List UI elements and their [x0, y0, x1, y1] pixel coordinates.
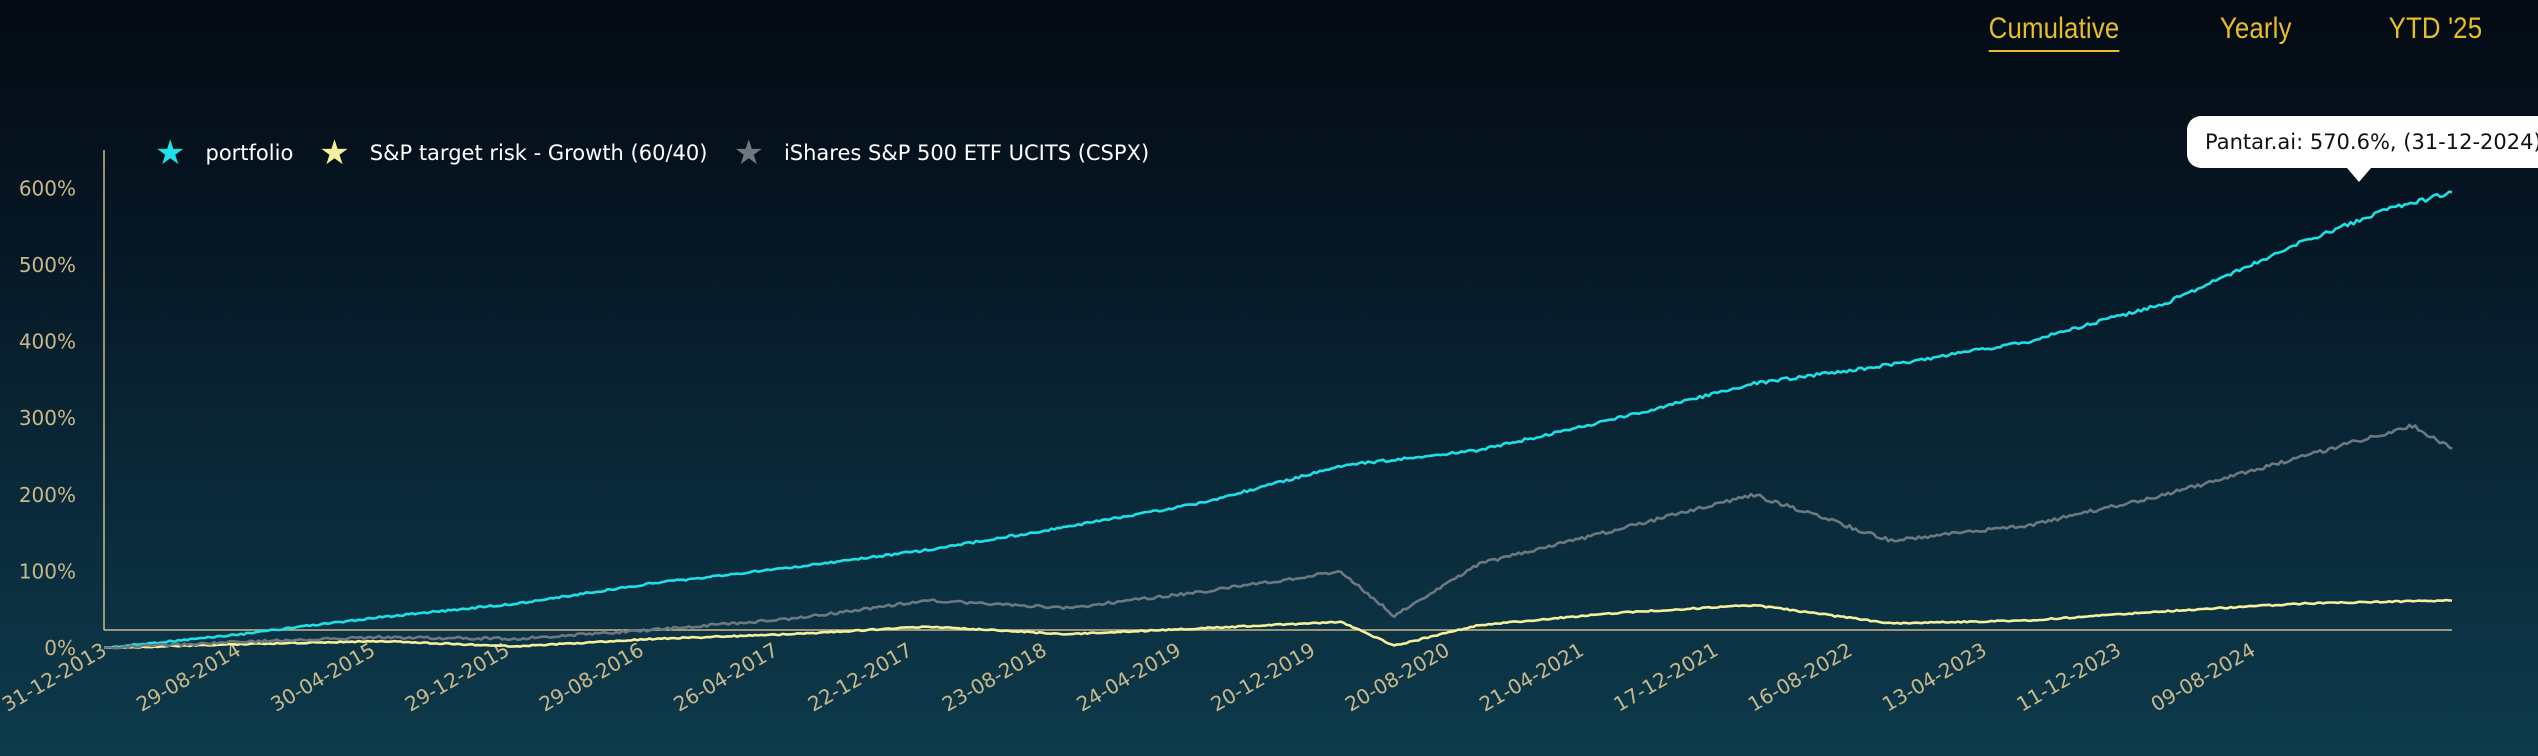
star-icon: ★	[319, 133, 350, 173]
y-tick-label: 0%	[44, 636, 76, 660]
series-line-2	[103, 423, 2453, 650]
star-icon: ★	[155, 133, 186, 173]
legend-item-benchmark[interactable]: ★ S&P target risk - Growth (60/40)	[319, 136, 707, 170]
y-tick-label: 100%	[19, 559, 76, 583]
x-tick-label: 11-12-2023	[2012, 638, 2125, 717]
x-tick-label: 29-08-2014	[132, 638, 245, 717]
view-tabs: Cumulative Yearly YTD '25	[1978, 12, 2490, 52]
legend-label: S&P target risk - Growth (60/40)	[369, 141, 708, 165]
x-tick-label: 29-08-2016	[535, 638, 648, 717]
series-line-0	[103, 190, 2453, 650]
x-tick-label: 13-04-2023	[1878, 638, 1991, 717]
x-tick-label: 16-08-2022	[1744, 638, 1857, 717]
x-tick-label: 26-04-2017	[669, 638, 782, 717]
x-tick-label: 21-04-2021	[1475, 638, 1588, 717]
x-tick-label: 22-12-2017	[804, 638, 917, 717]
x-tick-label: 29-12-2015	[401, 638, 514, 717]
tab-cumulative[interactable]: Cumulative	[1988, 12, 2120, 52]
x-tick-label: 09-08-2024	[2147, 638, 2260, 717]
legend-item-cspx[interactable]: ★ iShares S&P 500 ETF UCITS (CSPX)	[733, 136, 1149, 170]
chart-legend: ★ portfolio ★ S&P target risk - Growth (…	[155, 136, 1175, 170]
y-tick-label: 300%	[19, 406, 76, 430]
x-tick-label: 20-12-2019	[1207, 638, 1320, 717]
hover-tooltip: Pantar.ai: 570.6%, (31-12-2024)	[2187, 116, 2538, 182]
y-tick-label: 500%	[19, 253, 76, 277]
star-icon: ★	[733, 133, 764, 173]
legend-label: portfolio	[205, 141, 294, 165]
tab-yearly[interactable]: Yearly	[2219, 12, 2292, 45]
x-tick-label: 23-08-2018	[938, 638, 1051, 717]
legend-label: iShares S&P 500 ETF UCITS (CSPX)	[783, 141, 1150, 165]
x-tick-label: 17-12-2021	[1609, 638, 1722, 717]
y-tick-label: 400%	[19, 330, 76, 354]
x-tick-label: 30-04-2015	[266, 638, 379, 717]
x-tick-label: 24-04-2019	[1072, 638, 1185, 717]
y-tick-label: 600%	[19, 176, 76, 200]
series-line-1	[104, 598, 2453, 650]
y-tick-label: 200%	[19, 483, 76, 507]
tab-ytd[interactable]: YTD '25	[2388, 12, 2483, 45]
legend-item-portfolio[interactable]: ★ portfolio	[155, 136, 293, 170]
x-tick-label: 20-08-2020	[1341, 638, 1454, 717]
